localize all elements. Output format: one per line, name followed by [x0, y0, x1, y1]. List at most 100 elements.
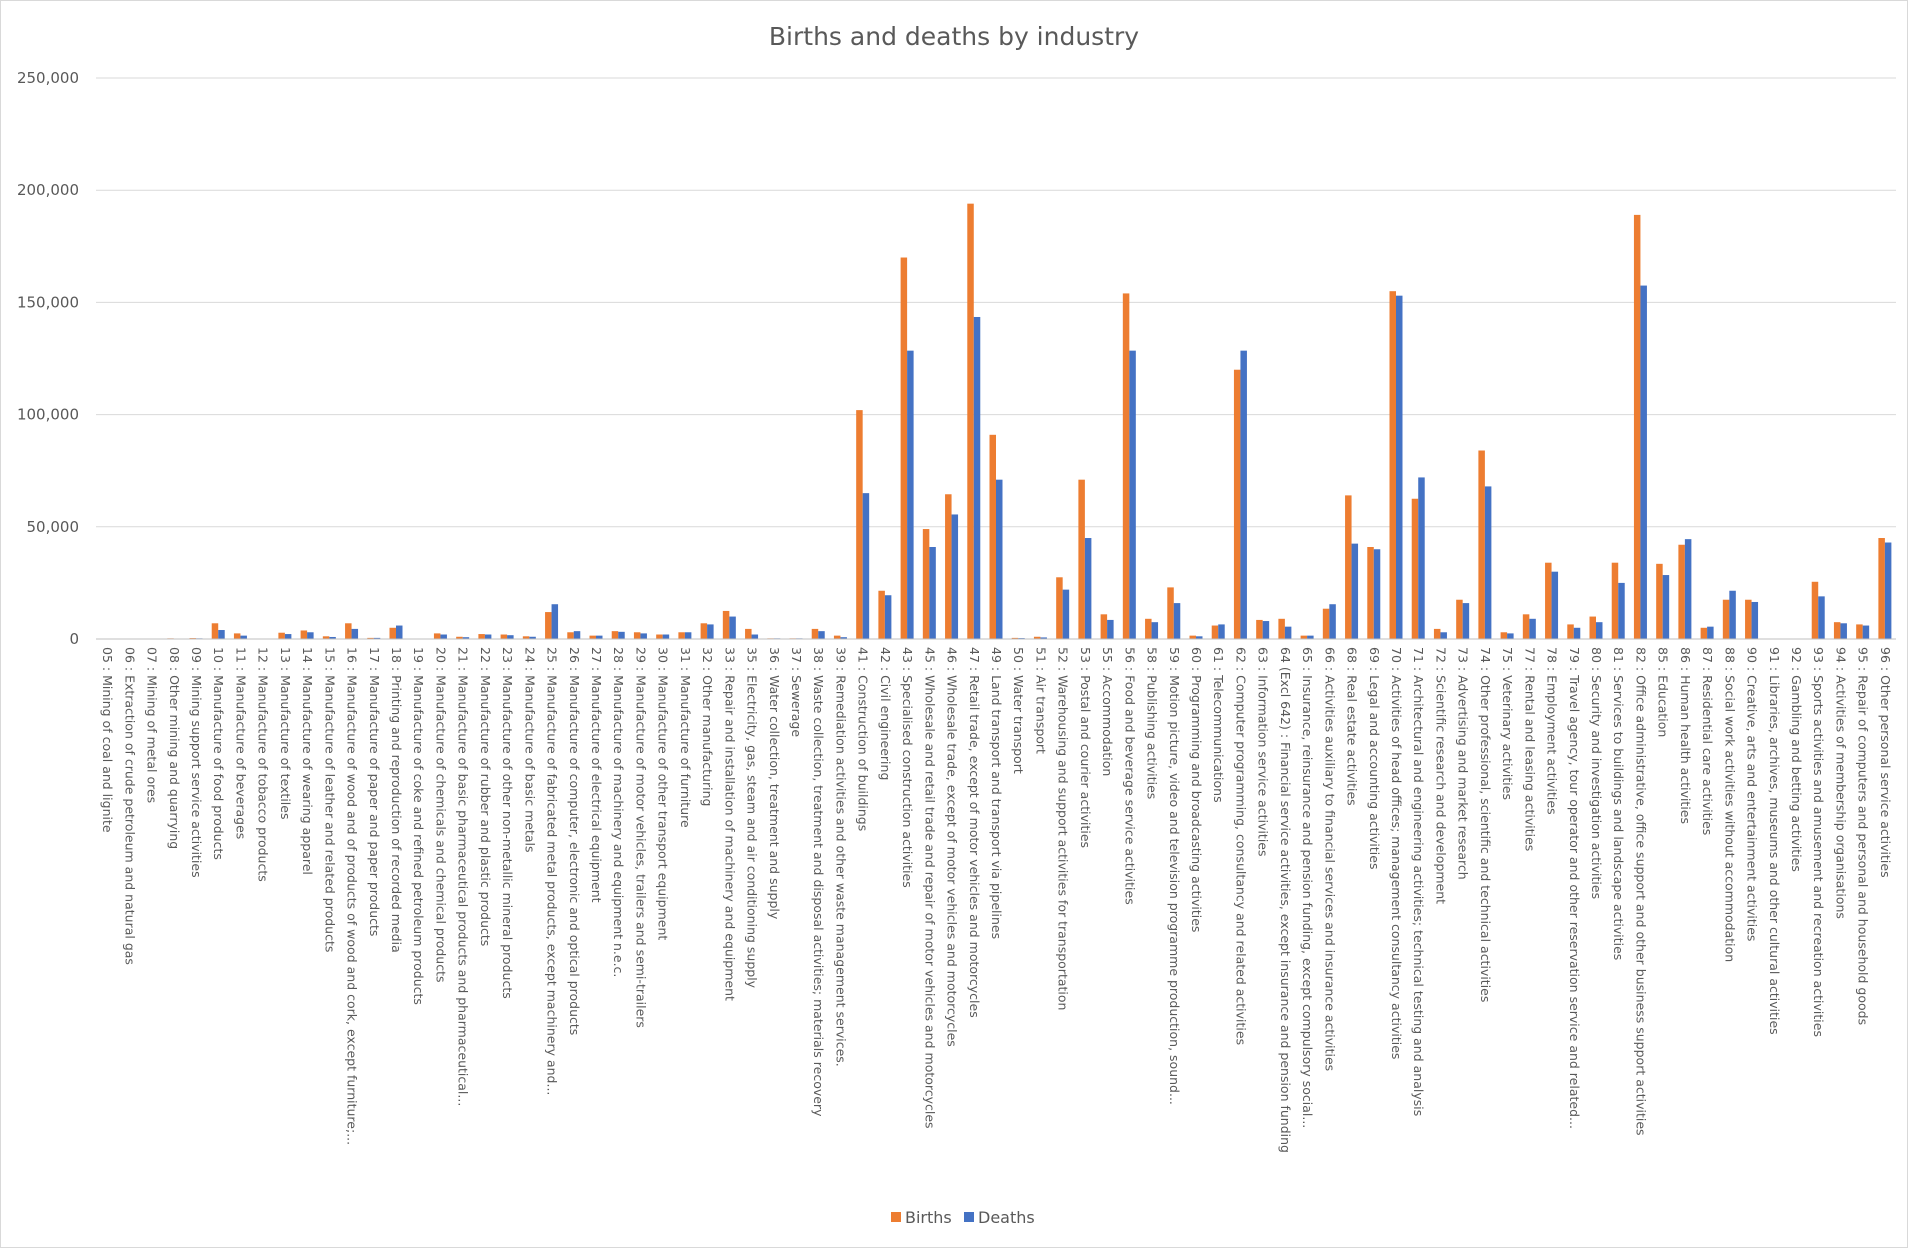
x-tick-label: 60 : Programming and broadcasting activi… [1189, 647, 1204, 932]
x-tick-label: 09 : Mining support service activities [189, 647, 204, 878]
y-axis-ticks: 0 50,000 100,000 150,000 200,000 250,000 [17, 69, 79, 648]
x-tick-label: 11 : Manufacture of beverages [233, 647, 248, 839]
x-tick-label: 70 : Activities of head offices; managem… [1389, 647, 1404, 1059]
bar-deaths [1462, 603, 1470, 639]
bar-births [589, 635, 596, 639]
x-tick-label: 77 : Rental and leasing activities [1522, 647, 1537, 851]
bar-deaths [973, 316, 981, 639]
x-tick-label: 30 : Manufacture of other transport equi… [656, 647, 671, 940]
bar-births [722, 610, 730, 639]
x-tick-label: 56 : Food and beverage service activitie… [1122, 647, 1137, 905]
bar-deaths [307, 632, 314, 639]
x-axis-category-labels: 05 : Mining of coal and lignite 06 : Extr… [100, 647, 1893, 1153]
x-tick-label: 17 : Manufacture of paper and paper prod… [367, 647, 382, 936]
bar-deaths [573, 631, 581, 639]
x-tick-label: 20 : Manufacture of chemicals and chemic… [433, 647, 448, 982]
bar-births [1745, 599, 1752, 639]
bar-deaths [1440, 632, 1447, 639]
bar-deaths [551, 604, 559, 639]
bar-deaths [1218, 624, 1225, 639]
x-tick-label: 64 (Excl 642) : Financial service activi… [1278, 647, 1293, 1153]
bar-deaths [662, 634, 670, 639]
x-tick-label: 41 : Construction of buildings [856, 647, 871, 831]
bar-deaths [1573, 627, 1581, 639]
bar-deaths [1418, 477, 1425, 639]
x-tick-label: 74 : Other professional, scientific and … [1478, 647, 1493, 1002]
bar-births [1545, 562, 1552, 639]
bar-births [1011, 637, 1019, 639]
bar-births [545, 612, 552, 639]
bar-births [1411, 498, 1419, 639]
x-tick-label: 73 : Advertising and market research [1456, 647, 1471, 880]
bar-deaths [818, 631, 825, 639]
x-tick-label: 91 : Libraries, archives, museums and ot… [1767, 647, 1782, 1035]
bar-births [1233, 369, 1241, 639]
x-tick-label: 63 : Information service activities [1256, 647, 1271, 857]
bar-births [1856, 624, 1863, 639]
x-tick-label: 78 : Employment activities [1545, 647, 1560, 815]
bar-deaths [1529, 618, 1536, 639]
bar-births [833, 635, 841, 639]
bar-births [345, 623, 352, 639]
x-tick-label: 50 : Water transport [1011, 647, 1026, 774]
bar-deaths [1284, 626, 1292, 639]
bar-deaths [440, 634, 447, 639]
bar-deaths [1484, 486, 1492, 639]
x-tick-label: 75 : Veterinary activities [1500, 647, 1515, 800]
bar-births [1878, 538, 1885, 639]
bar-deaths [1507, 633, 1514, 639]
x-tick-label: 90 : Creative, arts and entertainment ac… [1745, 647, 1760, 941]
x-tick-label: 15 : Manufacture of leather and related … [322, 647, 337, 952]
x-tick-label: 82 : Office administrative, office suppo… [1633, 647, 1648, 1136]
x-tick-label: 51 : Air transport [1033, 647, 1048, 754]
bar-deaths [862, 493, 870, 639]
x-tick-label: 72 : Scientific research and development [1433, 647, 1448, 904]
bar-births [1567, 624, 1574, 639]
legend-swatch-births [891, 1212, 901, 1222]
x-tick-label: 65 : Insurance, reinsurance and pension … [1300, 647, 1315, 1128]
x-tick-label: 10 : Manufacture of food products [211, 647, 226, 860]
x-tick-label: 81 : Services to buildings and landscape… [1611, 647, 1626, 960]
bar-births [1322, 608, 1330, 639]
x-tick-label: 18 : Printing and reproduction of record… [389, 647, 404, 953]
x-tick-label: 92 : Gambling and betting activities [1789, 647, 1804, 872]
chart-title: Births and deaths by industry [769, 22, 1139, 51]
x-tick-label: 29 : Manufacture of motor vehicles, trai… [633, 647, 648, 1028]
y-tick-label: 50,000 [27, 518, 80, 536]
bar-births [433, 633, 441, 639]
x-tick-label: 69 : Legal and accounting activities [1367, 647, 1382, 870]
bar-births [922, 529, 930, 639]
bar-births [500, 634, 508, 639]
bar-deaths [996, 479, 1003, 639]
x-tick-label: 66 : Activities auxiliary to financial s… [1322, 647, 1337, 1071]
bar-births [1033, 636, 1041, 639]
bar-deaths [640, 633, 647, 639]
bar-deaths [684, 632, 692, 639]
bar-deaths [907, 350, 914, 639]
bar-deaths [1262, 621, 1270, 639]
bar-deaths [1818, 596, 1825, 639]
bar-births [1345, 495, 1352, 639]
bar-deaths [1751, 601, 1759, 639]
bar-births [1256, 619, 1263, 639]
bar-births [1633, 214, 1641, 639]
bar-deaths [840, 637, 847, 639]
x-tick-label: 55 : Accommodation [1100, 647, 1115, 776]
bar-births [211, 623, 219, 639]
gridlines [96, 77, 1896, 528]
x-tick-label: 61 : Telecommunications [1211, 647, 1226, 803]
x-tick-label: 07 : Mining of metal ores [145, 647, 160, 803]
bar-births [1833, 622, 1841, 639]
bar-deaths [1307, 635, 1314, 639]
bar-deaths [1351, 543, 1359, 639]
bar-deaths [1329, 604, 1336, 639]
x-tick-label: 71 : Architectural and engineering activ… [1411, 647, 1426, 1116]
bar-births [1278, 618, 1285, 639]
y-tick-label: 150,000 [17, 293, 79, 311]
bar-deaths [1151, 622, 1159, 639]
x-tick-label: 39 : Remediation activities and other wa… [833, 647, 848, 1067]
bar-deaths [1084, 538, 1092, 639]
legend-swatch-deaths [964, 1212, 974, 1222]
